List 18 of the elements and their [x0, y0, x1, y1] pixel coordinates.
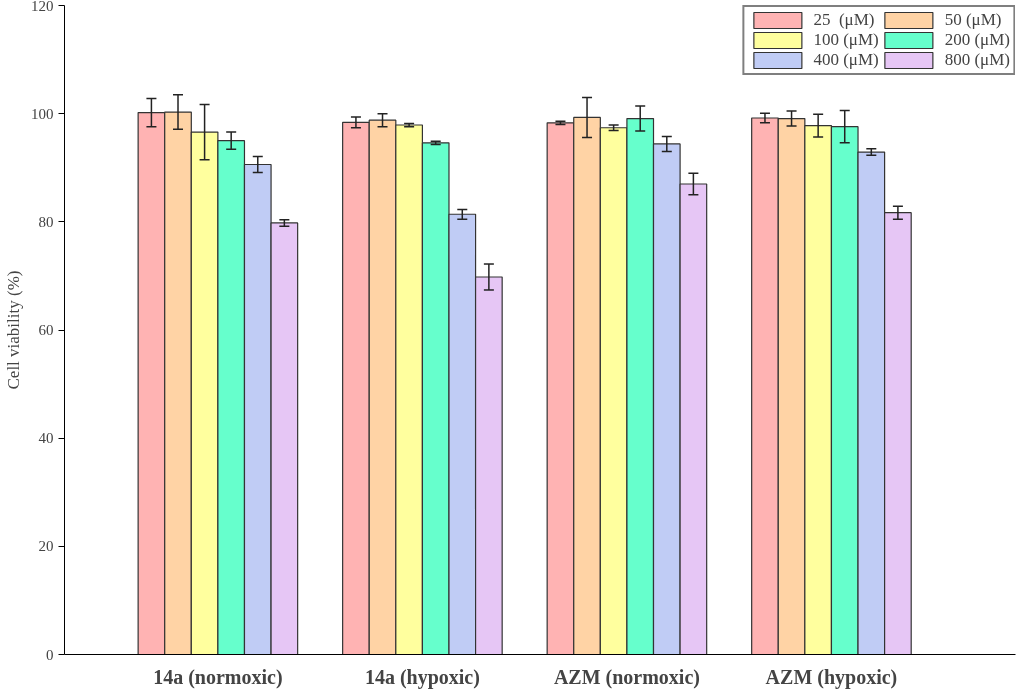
x-tick-label: 14a (hypoxic) — [364, 665, 480, 689]
legend-label: 800 (μM) — [944, 50, 1010, 70]
y-tick-label: 120 — [31, 0, 54, 14]
y-tick-label: 100 — [31, 105, 54, 122]
x-tick-label: AZM (hypoxic) — [765, 665, 898, 689]
y-tick-label: 80 — [38, 213, 54, 230]
y-tick-label: 20 — [38, 538, 54, 555]
y-tick-label: 0 — [46, 646, 54, 663]
y-tick-label: 60 — [38, 322, 54, 338]
x-tick-label: 14a (normoxic) — [153, 665, 283, 689]
legend-label: 200 (μM) — [944, 30, 1010, 50]
legend-label: 100 (μM) — [813, 30, 879, 50]
legend-label: 50 (μM) — [944, 10, 1002, 30]
x-tick-label: AZM (normoxic) — [553, 665, 700, 689]
legend-label: 25 (μM) — [813, 10, 875, 30]
legend-label: 400 (μM) — [813, 50, 879, 70]
y-tick-label: 40 — [38, 430, 54, 447]
y-axis-title: Cell viability (%) — [4, 270, 23, 390]
